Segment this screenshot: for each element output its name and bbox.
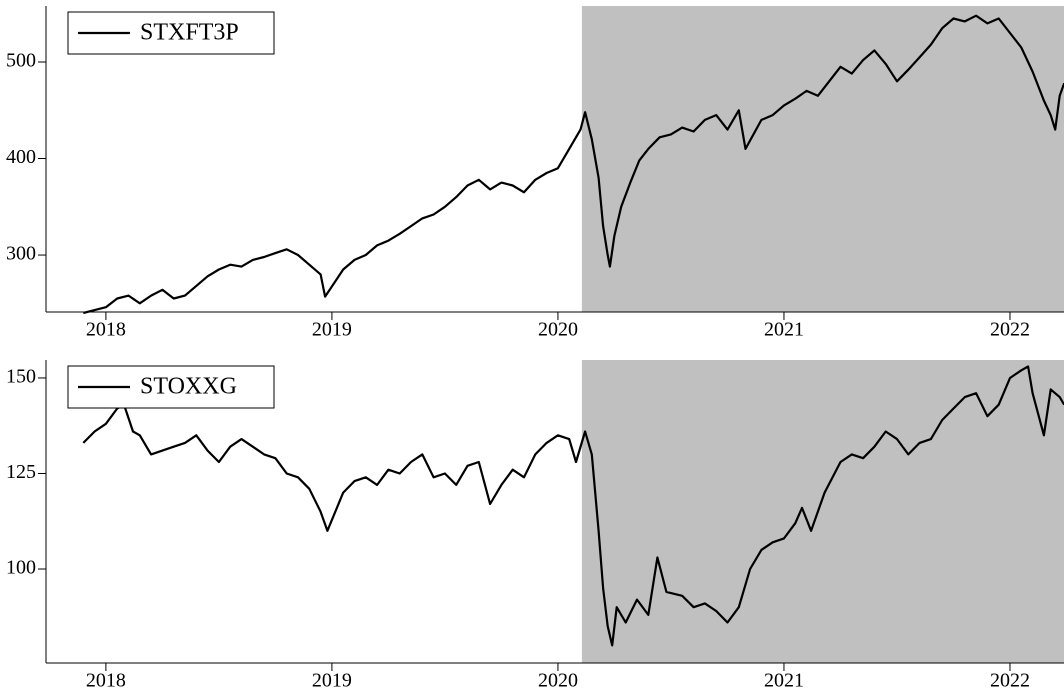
x-tick-label: 2019 xyxy=(312,319,352,341)
legend-box xyxy=(67,365,275,409)
data-line xyxy=(83,14,1064,315)
x-tick-label: 2021 xyxy=(764,319,804,341)
y-tick-label: 400 xyxy=(6,146,36,168)
data-line xyxy=(82,365,1064,647)
y-tick-label: 500 xyxy=(6,50,36,72)
x-tick-label: 2021 xyxy=(764,670,804,692)
shaded-region xyxy=(581,360,1064,663)
x-tick-label: 2018 xyxy=(86,319,126,341)
x-tick-label: 2020 xyxy=(538,670,578,692)
x-tick-label: 2022 xyxy=(990,670,1030,692)
legend-label: STOXXG xyxy=(140,374,237,400)
x-tick-label: 2020 xyxy=(538,319,578,341)
y-tick-label: 150 xyxy=(6,366,36,388)
y-tick-label: 125 xyxy=(6,461,36,483)
x-tick-label: 2022 xyxy=(990,319,1030,341)
y-tick-label: 300 xyxy=(6,243,36,265)
y-tick-label: 100 xyxy=(6,557,36,579)
x-tick-label: 2019 xyxy=(312,670,352,692)
shaded-region xyxy=(581,6,1064,312)
x-tick-label: 2018 xyxy=(86,670,126,692)
legend-label: STXFT3P xyxy=(140,20,239,46)
